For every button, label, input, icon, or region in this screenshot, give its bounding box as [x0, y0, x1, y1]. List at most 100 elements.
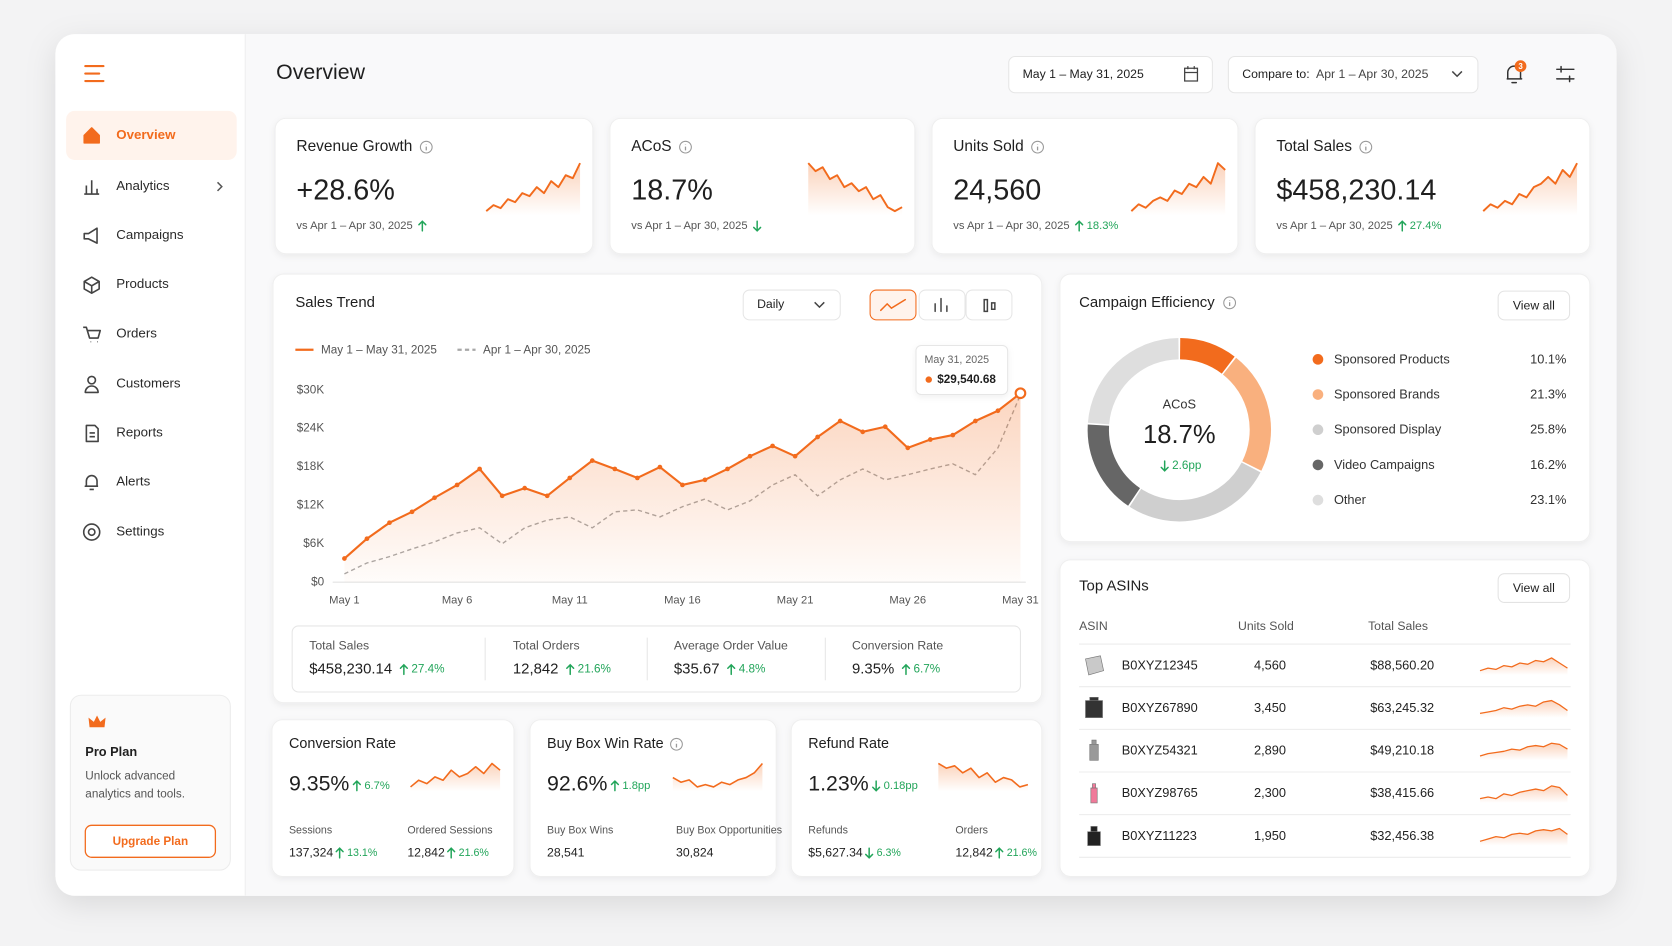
stat-label: Orders — [955, 824, 988, 836]
nav-item[interactable]: Customers — [84, 375, 181, 394]
badge — [1514, 60, 1527, 72]
change-value: 27.4% — [411, 663, 444, 676]
product-thumbnail — [1087, 826, 1101, 846]
nav-label: Overview — [116, 127, 176, 142]
sparkline — [807, 162, 903, 213]
donut-segment — [1179, 338, 1235, 374]
card-title: Top ASINs — [1079, 577, 1149, 594]
view-all-button[interactable]: View all — [1497, 573, 1571, 603]
button-bg — [1497, 573, 1571, 603]
x-tick-label: May 11 — [552, 594, 588, 606]
sparkline — [1479, 827, 1568, 842]
nav-item[interactable]: Campaigns — [83, 227, 184, 244]
date-picker[interactable]: May 1 – May 31, 2025 — [1008, 55, 1213, 94]
nav-item[interactable]: Orders — [83, 325, 157, 343]
plan-title: Pro Plan — [85, 744, 137, 759]
data-point — [770, 443, 775, 449]
kpi-value: +28.6% — [296, 175, 394, 207]
button-label: View all — [1513, 581, 1555, 595]
nav-item[interactable]: Settings — [82, 523, 165, 541]
kpi-card — [274, 117, 594, 255]
info-icon[interactable] — [670, 737, 683, 751]
summary-label: Average Order Value — [674, 638, 788, 652]
nav-icon — [84, 180, 100, 195]
summary-label: Total Sales — [309, 638, 369, 652]
donut-segment — [1087, 338, 1179, 425]
change-arrow — [352, 780, 362, 792]
data-point — [635, 475, 640, 481]
product-thumbnail — [1089, 739, 1099, 761]
asin: B0XYZ12345 — [1122, 657, 1198, 672]
legend-dot — [1312, 424, 1324, 436]
plan-crown — [88, 715, 106, 728]
data-point — [409, 509, 415, 515]
nav-label: Alerts — [116, 473, 150, 488]
filter-icon[interactable] — [1556, 65, 1575, 83]
info-icon[interactable] — [1359, 140, 1373, 154]
data-point — [973, 418, 978, 424]
info-icon[interactable] — [419, 140, 433, 154]
stat-label: Buy Box Opportunities — [676, 824, 782, 836]
change-arrow — [864, 847, 874, 859]
sparkline-area — [1480, 657, 1568, 675]
change-value: 6.7% — [913, 663, 940, 676]
info-icon[interactable] — [679, 140, 692, 154]
info-circle — [419, 140, 433, 154]
nav-item[interactable]: Alerts — [84, 473, 151, 491]
y-tick-label: $18K — [297, 460, 325, 473]
metric-value: 92.6% — [547, 771, 607, 795]
stat-value: 30,824 — [676, 845, 714, 859]
summary-value: $458,230.14 — [309, 661, 392, 678]
upgrade-button[interactable]: Upgrade Plan — [84, 824, 217, 858]
compare-label: Compare to: — [1242, 67, 1309, 81]
data-point — [657, 464, 663, 470]
asin: B0XYZ11223 — [1122, 828, 1197, 843]
chart-type-button[interactable] — [869, 289, 917, 321]
data-point — [995, 408, 1001, 414]
metric-card — [529, 719, 777, 878]
chart-type-button[interactable] — [918, 289, 966, 321]
granularity-dropdown[interactable]: Daily — [742, 289, 841, 321]
menu-icon[interactable] — [84, 65, 105, 83]
nav-item[interactable]: Analytics — [84, 178, 223, 195]
change-value: 4.8% — [739, 663, 766, 676]
dropdown-bg — [742, 289, 841, 321]
kpi-compare: vs Apr 1 – Apr 30, 2025 — [1276, 220, 1392, 232]
compare-picker[interactable]: Compare to: Apr 1 – Apr 30, 2025 — [1227, 55, 1479, 94]
data-point — [702, 477, 708, 483]
change-value: 21.6% — [459, 847, 490, 859]
x-tick-label: May 6 — [442, 594, 472, 606]
sparkline — [1479, 699, 1568, 714]
nav-item[interactable]: Products — [83, 276, 169, 295]
total-sales: $63,245.32 — [1370, 700, 1434, 715]
view-all-button[interactable]: View all — [1497, 290, 1571, 321]
nav-label: Analytics — [116, 178, 170, 193]
chart-type-bg — [918, 289, 966, 321]
legend-value: 25.8% — [1530, 422, 1566, 437]
sparkline — [410, 762, 501, 788]
sparkline-area — [672, 763, 763, 792]
summary-value: $35.67 — [674, 661, 720, 678]
sparkline — [672, 762, 764, 788]
change-value: 21.6% — [1007, 847, 1038, 859]
info-icon[interactable] — [1031, 140, 1044, 154]
chart-type-bg — [965, 289, 1013, 321]
change-arrow — [447, 847, 456, 859]
data-point — [589, 458, 595, 463]
summary-box — [291, 625, 1021, 693]
sparkline — [937, 762, 1029, 788]
legend-dot — [1312, 389, 1324, 400]
info-icon[interactable] — [1223, 296, 1237, 310]
sparkline-area — [1480, 828, 1568, 846]
notifications[interactable]: 3 — [1506, 60, 1527, 84]
kpi-card — [931, 117, 1239, 255]
nav-icon — [83, 276, 100, 295]
data-point — [544, 493, 550, 499]
nav-item[interactable]: Reports — [85, 424, 163, 443]
nav-item[interactable]: Overview — [66, 110, 237, 160]
info-circle — [1359, 140, 1373, 154]
chart-type-button[interactable] — [965, 289, 1013, 321]
total-sales: $32,456.38 — [1370, 828, 1434, 843]
sparkline — [485, 162, 581, 212]
